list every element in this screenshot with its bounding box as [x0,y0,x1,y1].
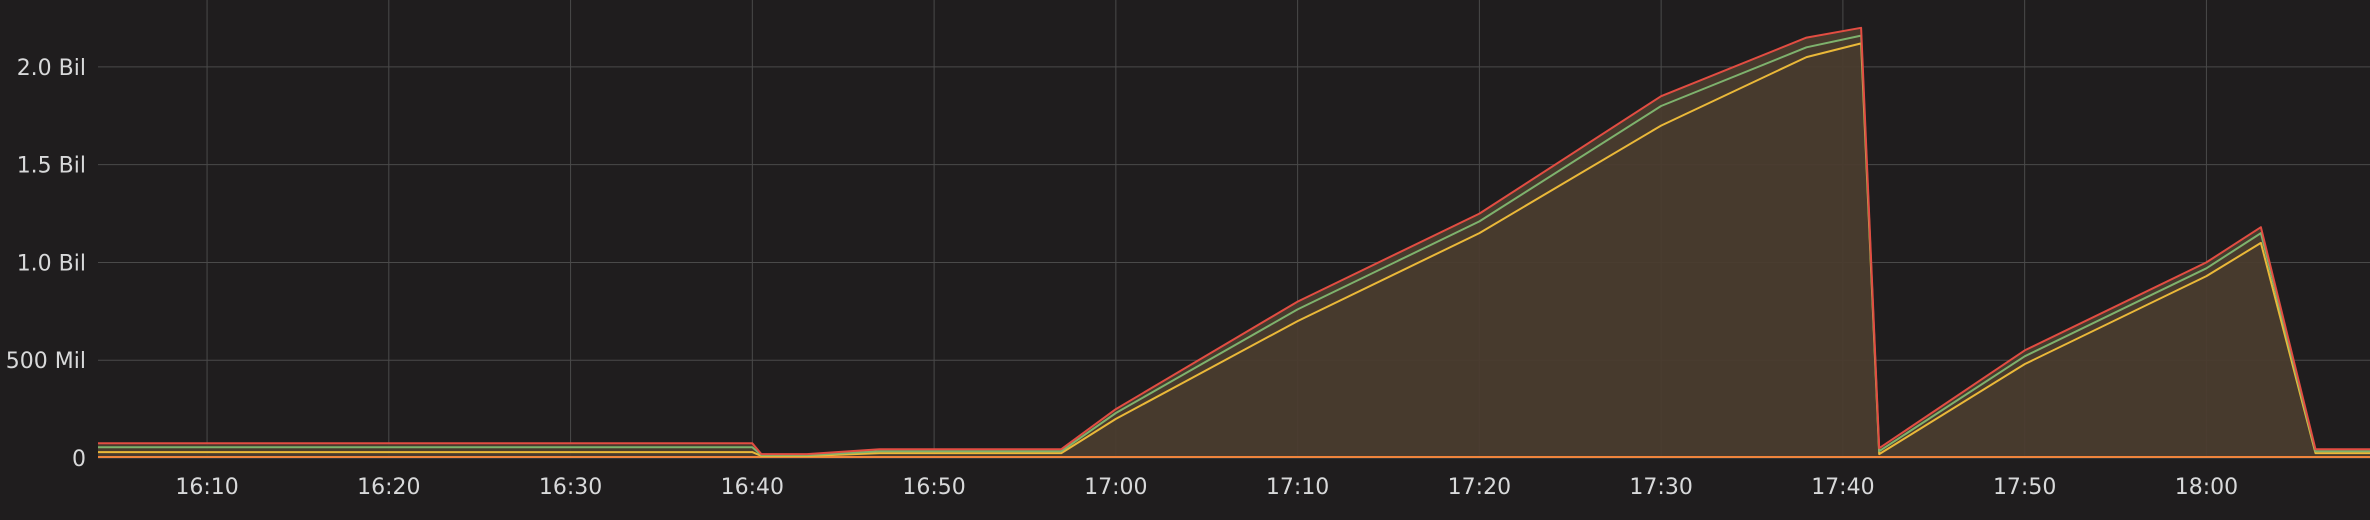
x-axis-ticks: 16:10 16:20 16:30 16:40 16:50 17:00 17:10 17:20… [175,475,2238,500]
x-tick-label: 17:20 [1448,475,1511,500]
x-tick-label: 17:50 [1993,475,2056,500]
x-tick-label: 17:40 [1811,475,1874,500]
area-fill-path [98,27,2370,459]
y-tick-label: 1.0 Bil [17,251,86,276]
series-line [98,26,2370,456]
x-tick-label: 16:30 [539,475,602,500]
x-tick-label: 17:30 [1629,475,1692,500]
y-tick-label: 1.5 Bil [17,154,86,179]
y-tick-label: 2.0 Bil [17,56,86,81]
x-tick-label: 17:00 [1084,475,1147,500]
y-tick-label: 500 Mil [6,349,86,374]
x-tick-label: 17:10 [1266,475,1329,500]
x-tick-label: 16:10 [175,475,238,500]
area-fill [98,27,2370,459]
x-tick-label: 18:00 [2175,475,2238,500]
y-tick-label: 0 [72,447,86,472]
y-axis-ticks: 0 500 Mil 1.0 Bil 1.5 Bil 2.0 Bil [6,56,86,472]
x-tick-label: 16:50 [902,475,965,500]
series-lines [98,26,2370,458]
x-tick-label: 16:20 [357,475,420,500]
x-tick-label: 16:40 [721,475,784,500]
